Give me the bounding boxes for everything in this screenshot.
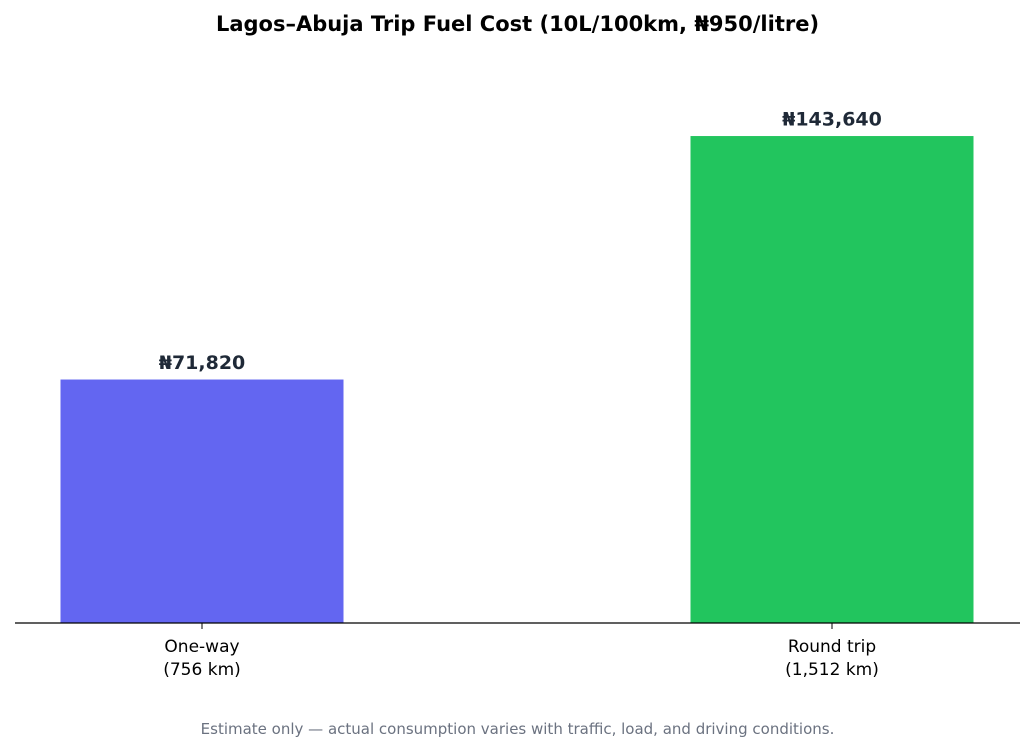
bar <box>690 136 974 624</box>
value-label: ₦143,640 <box>782 109 882 131</box>
footnote: Estimate only — actual consumption varie… <box>200 720 835 738</box>
value-label: ₦71,820 <box>159 352 246 374</box>
x-tick-label: One-way (756 km) <box>163 637 241 680</box>
bar <box>60 379 344 623</box>
chart-title: Lagos–Abuja Trip Fuel Cost (10L/100km, ₦… <box>215 12 820 36</box>
x-tick-label: Round trip (1,512 km) <box>785 637 879 680</box>
